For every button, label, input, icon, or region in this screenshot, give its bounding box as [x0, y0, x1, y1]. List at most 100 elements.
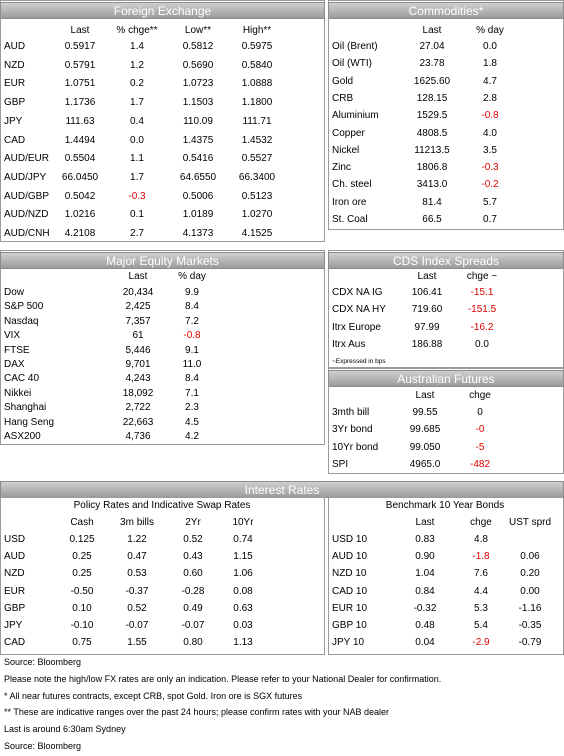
row-label: SPI	[332, 458, 349, 470]
cell: 0.5006	[182, 190, 214, 202]
cell: 0.0	[475, 338, 489, 350]
row-label: Hang Seng	[4, 416, 55, 428]
cell: -0.37	[125, 585, 149, 597]
row-label: St. Coal	[332, 214, 368, 225]
cell: -482	[469, 458, 491, 470]
cell: 4.8	[474, 534, 488, 545]
cell: 11213.5	[414, 144, 450, 156]
row-label: S&P 500	[4, 301, 44, 313]
cell: 111.71	[242, 115, 272, 127]
cell: 4.4	[474, 585, 488, 597]
cell: 1529.5	[416, 110, 448, 122]
cell: 99.685	[409, 424, 441, 436]
row-label: Nasdaq	[4, 315, 39, 327]
cell: 61	[132, 330, 144, 342]
cell: 5.7	[483, 196, 497, 208]
row-label: EUR 10	[332, 602, 368, 614]
cell: 1.04	[415, 568, 435, 580]
row-label: Itrx Aus	[332, 338, 366, 350]
cell: 2.3	[185, 402, 199, 414]
footnote: Source: Bloomberg	[4, 741, 82, 751]
cell: 20,434	[122, 287, 154, 298]
row-label: AUD/CNH	[4, 228, 50, 239]
cell: 4,243	[125, 373, 151, 385]
row-label: AUD/NZD	[4, 209, 49, 221]
row-label: USD	[4, 534, 26, 545]
row-label: Itrx Europe	[332, 321, 381, 333]
cell: 7,357	[125, 315, 151, 327]
cell: 1.55	[127, 637, 147, 649]
column-header: 10Yr	[232, 517, 254, 528]
table-subtitle: Benchmark 10 Year Bonds	[385, 500, 505, 511]
cell: 0.53	[127, 568, 147, 580]
cell: 22,663	[122, 416, 154, 428]
cell: 0.04	[415, 637, 435, 649]
cell: 0.49	[183, 602, 203, 614]
row-label: GBP	[4, 97, 26, 109]
cell: -0.07	[181, 620, 205, 631]
cell: 64.6550	[179, 171, 217, 183]
cell: -16.2	[470, 321, 494, 333]
cell: 0.0	[483, 41, 497, 52]
column-header: % chge**	[116, 25, 158, 36]
row-label: Zinc	[332, 162, 351, 174]
cell: 4.1373	[182, 228, 214, 239]
column-header: chge	[470, 517, 492, 528]
cell: -0.28	[181, 585, 205, 597]
row-label: GBP 10	[332, 620, 367, 631]
cell: -0.3	[128, 190, 146, 202]
cell: 128.15	[416, 92, 448, 104]
table-subtitle: Policy Rates and Indicative Swap Rates	[73, 500, 251, 511]
row-label: FTSE	[4, 344, 30, 356]
cell: 0.06	[520, 551, 540, 563]
row-label: Ch. steel	[332, 179, 372, 191]
cell: 0.63	[233, 602, 253, 614]
column-header: 2Yr	[185, 517, 201, 528]
column-header: UST sprd	[508, 517, 552, 528]
footnote: ** These are indicative ranges over the …	[4, 707, 390, 718]
cell: 0.125	[69, 534, 95, 545]
column-header: 3m bills	[120, 517, 154, 528]
cell: 2,425	[125, 301, 151, 313]
cell: 4.0	[483, 127, 497, 139]
cell: 0.5123	[241, 190, 273, 202]
cell: 3413.0	[416, 179, 448, 191]
row-label: AUD	[4, 41, 26, 52]
row-label: Oil (WTI)	[332, 58, 372, 70]
row-label: 10Yr bond	[332, 441, 379, 453]
column-header: Last	[417, 271, 437, 282]
row-label: CAC 40	[4, 373, 40, 385]
cell: -1.8	[472, 551, 490, 563]
cell: 4.7	[483, 75, 497, 87]
cell: 1.0888	[241, 78, 273, 90]
section-header: Australian Futures	[328, 370, 564, 387]
row-label: CRB	[332, 92, 354, 104]
row-label: Gold	[332, 75, 354, 87]
row-label: Nikkei	[4, 387, 32, 399]
cell: 1.22	[127, 534, 147, 545]
row-label: DAX	[4, 359, 25, 370]
cell: 0.20	[520, 568, 540, 580]
cell: -0.35	[518, 620, 542, 631]
cell: 0.5812	[182, 41, 214, 52]
row-label: Nickel	[332, 144, 360, 156]
column-header: % day	[178, 271, 206, 282]
cell: 66.3400	[238, 171, 276, 183]
cell: -2.9	[472, 637, 490, 649]
cell: 4,736	[125, 431, 151, 442]
cell: 1.1	[130, 153, 144, 165]
cell: -15.1	[470, 287, 494, 298]
row-label: Dow	[4, 287, 25, 298]
cell: 1.2	[130, 59, 144, 71]
column-header: % day	[476, 25, 504, 36]
cell: 1.4	[130, 41, 144, 52]
cell: -0.2	[481, 179, 499, 191]
cell: 719.60	[411, 304, 443, 316]
cell: -0.32	[413, 602, 437, 614]
cell: 0.0	[130, 134, 144, 146]
cell: 11.0	[182, 359, 202, 370]
cell: 2.8	[483, 92, 497, 104]
cell: 0.1	[130, 209, 144, 221]
row-label: CAD	[4, 134, 26, 146]
row-label: CDX NA IG	[332, 287, 383, 298]
